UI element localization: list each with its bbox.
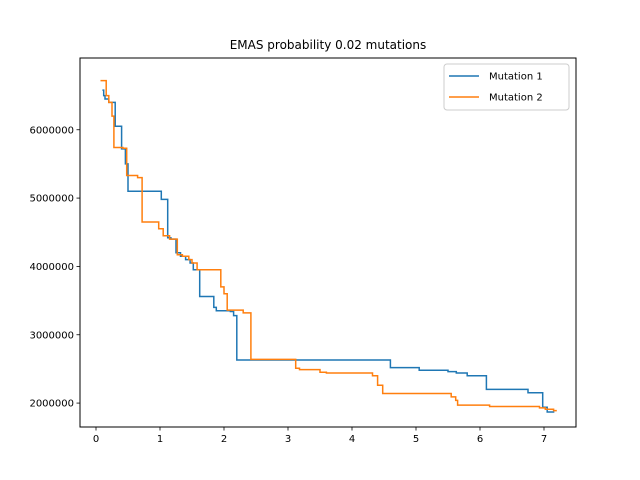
x-tick-label: 6 xyxy=(477,434,483,445)
x-tick-label: 0 xyxy=(93,434,99,445)
x-axis: 0 1 2 3 4 5 6 7 xyxy=(93,427,547,445)
x-tick-label: 4 xyxy=(349,434,355,445)
y-tick-label: 2000000 xyxy=(29,399,74,410)
series-line-2 xyxy=(100,79,557,412)
legend-label-2: Mutation 2 xyxy=(489,93,543,104)
x-tick-label: 1 xyxy=(157,434,163,445)
plot-lines xyxy=(100,79,557,413)
x-tick-label: 2 xyxy=(221,434,227,445)
x-tick-label: 3 xyxy=(285,434,291,445)
x-tick-label: 5 xyxy=(413,434,419,445)
legend: Mutation 1 Mutation 2 xyxy=(443,63,570,111)
chart-title: EMAS probability 0.02 mutations xyxy=(230,38,427,52)
plot-frame xyxy=(79,57,577,428)
legend-label-1: Mutation 1 xyxy=(489,72,543,83)
y-tick-label: 4000000 xyxy=(29,262,74,273)
y-tick-label: 6000000 xyxy=(29,125,74,136)
y-axis: 2000000 3000000 4000000 5000000 6000000 xyxy=(29,125,80,410)
x-tick-label: 7 xyxy=(541,434,547,445)
y-tick-label: 3000000 xyxy=(29,330,74,341)
y-tick-label: 5000000 xyxy=(29,194,74,205)
